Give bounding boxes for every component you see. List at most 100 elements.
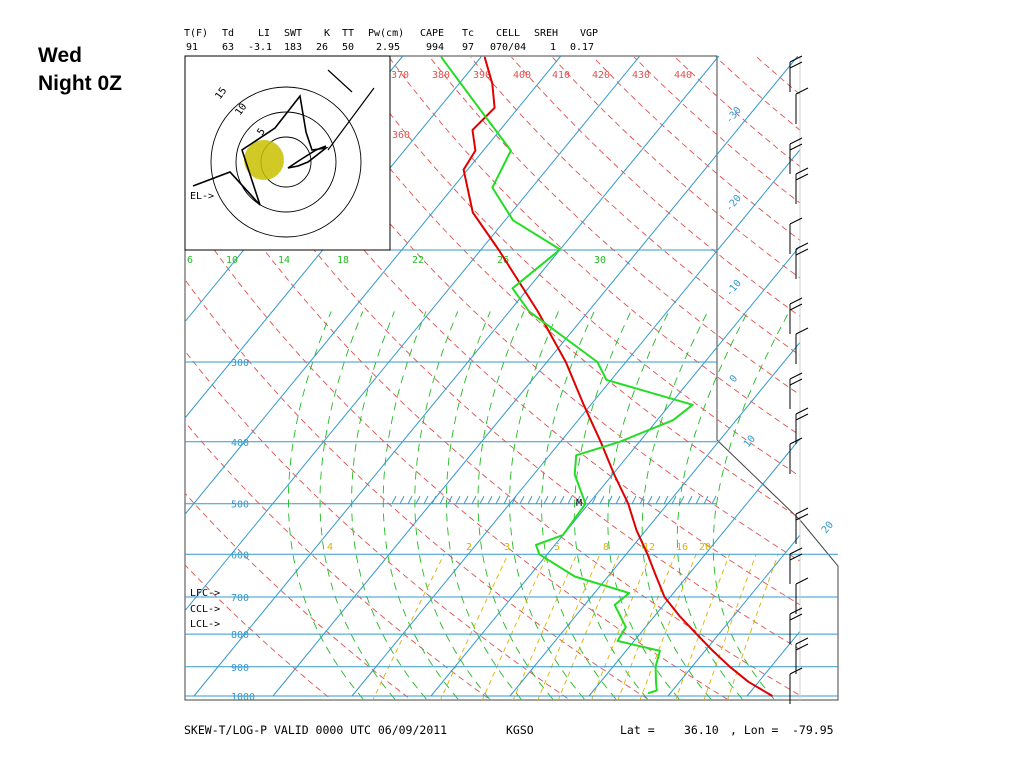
freezing-level-hatch [399,495,405,505]
temperature-point [491,83,493,85]
moist-label: 18 [337,255,349,266]
dry-adiabat-line [429,56,800,700]
wind-barb [795,87,809,124]
wind-barb [795,637,809,674]
header-swt: SWT [284,28,303,39]
moist-adiabat-line [641,311,721,700]
wind-barb-flag [795,507,809,515]
temperature-profile-line [462,56,773,697]
freezing-level-hatch [471,495,477,505]
dewpoint-point [619,441,621,443]
header-k: K [324,28,331,39]
dry-adiabat-line [388,56,800,700]
dry-adiabat-line [185,56,800,700]
dewpoint-point [628,592,630,594]
wind-barb [789,137,803,174]
wind-barb-flag [789,137,803,145]
theta-label: 410 [552,70,570,81]
temperature-point [655,575,657,578]
wind-barb-flag [795,167,809,175]
pressure-label: 300 [231,358,249,369]
dry-adiabat-line [715,56,800,700]
theta-label: 380 [432,70,450,81]
header-sreh: SREH [534,28,559,39]
moist-adiabat-line [351,311,437,700]
freezing-level-hatch [535,495,541,505]
freezing-level-hatch [671,495,677,505]
freezing-level-hatch [663,495,669,505]
dry-adiabat-line [797,56,800,700]
moist-adiabat-line [712,311,790,700]
wind-barb [789,607,803,644]
freezing-level-hatch [695,495,701,505]
value-cape: 994 [426,42,445,53]
temperature-point [494,107,496,109]
wind-barb [789,437,803,474]
moist-label: 26 [497,255,509,266]
isotherm-line [185,56,641,697]
moist-adiabat-line [288,311,373,700]
moist-adiabat-line [676,311,753,700]
level-marker-label: CCL-> [190,604,220,615]
dewpoint-point [692,404,694,406]
freezing-level-hatch [591,495,597,505]
wind-barb-flag [789,55,803,63]
wind-barb-flag [789,547,803,555]
value-cell: 070/04 [490,42,527,53]
mixing-ratio-line [435,554,509,700]
value-vgp: 0.17 [570,42,595,53]
lon-value: -79.95 [792,723,834,737]
freezing-level-hatch [439,495,445,505]
value-pw: 2.95 [376,42,401,53]
moist-label: 14 [278,255,290,266]
freezing-level-hatch [519,495,525,505]
storm-motion-blob [244,140,284,180]
dewpoint-point [535,544,537,546]
freezing-level-hatch [647,495,653,505]
wind-barb-flag [789,553,803,561]
mixing-ratio-label: 3 [504,542,510,553]
freezing-level-hatch [447,495,453,505]
freezing-level-hatch [703,495,709,505]
dewpoint-point [559,248,561,251]
hodograph-panel [184,55,391,251]
wind-barb-flag [789,378,803,386]
dewpoint-point [528,310,530,312]
isotherm-label: 0 [728,373,740,385]
temperature-point [747,681,750,683]
freezing-level-hatch [559,495,565,505]
dewpoint-point [562,534,564,536]
temperature-point [664,596,666,598]
wind-barb-flag [795,637,809,645]
theta-label: 390 [473,70,491,81]
dewpoint-profile-line [440,56,694,695]
hodograph-vector [327,69,353,93]
lon-label: , Lon = [730,723,779,737]
wind-barb [789,217,803,254]
pressure-label: 1000 [231,692,255,703]
freezing-level-hatch [407,495,413,505]
moist-adiabat-line [382,311,468,700]
freezing-level-hatch [655,495,661,505]
dry-adiabat-line [185,57,425,700]
wind-barb-flag [789,217,803,225]
wind-barb-flag [795,87,809,95]
freezing-level-hatch [487,495,493,505]
pressure-label: 700 [231,593,249,604]
station-id: KGSO [506,723,534,737]
freezing-level-hatch [631,495,637,505]
mixing-ratio-line [533,554,601,700]
mixing-ratio-line [367,554,445,700]
freezing-level-hatch [463,495,469,505]
temperature-point [627,503,629,505]
freezing-level-hatch [391,495,397,505]
dry-adiabat-line [633,56,800,700]
freezing-level-hatch [511,495,517,505]
mixing-ratio-line [613,554,676,700]
freezing-level-hatch [679,495,685,505]
isotherm-line [746,56,800,697]
wind-barb [789,547,803,584]
freezing-level-hatch [423,495,429,505]
moist-label: 22 [412,255,424,266]
theta-label: 430 [632,70,650,81]
